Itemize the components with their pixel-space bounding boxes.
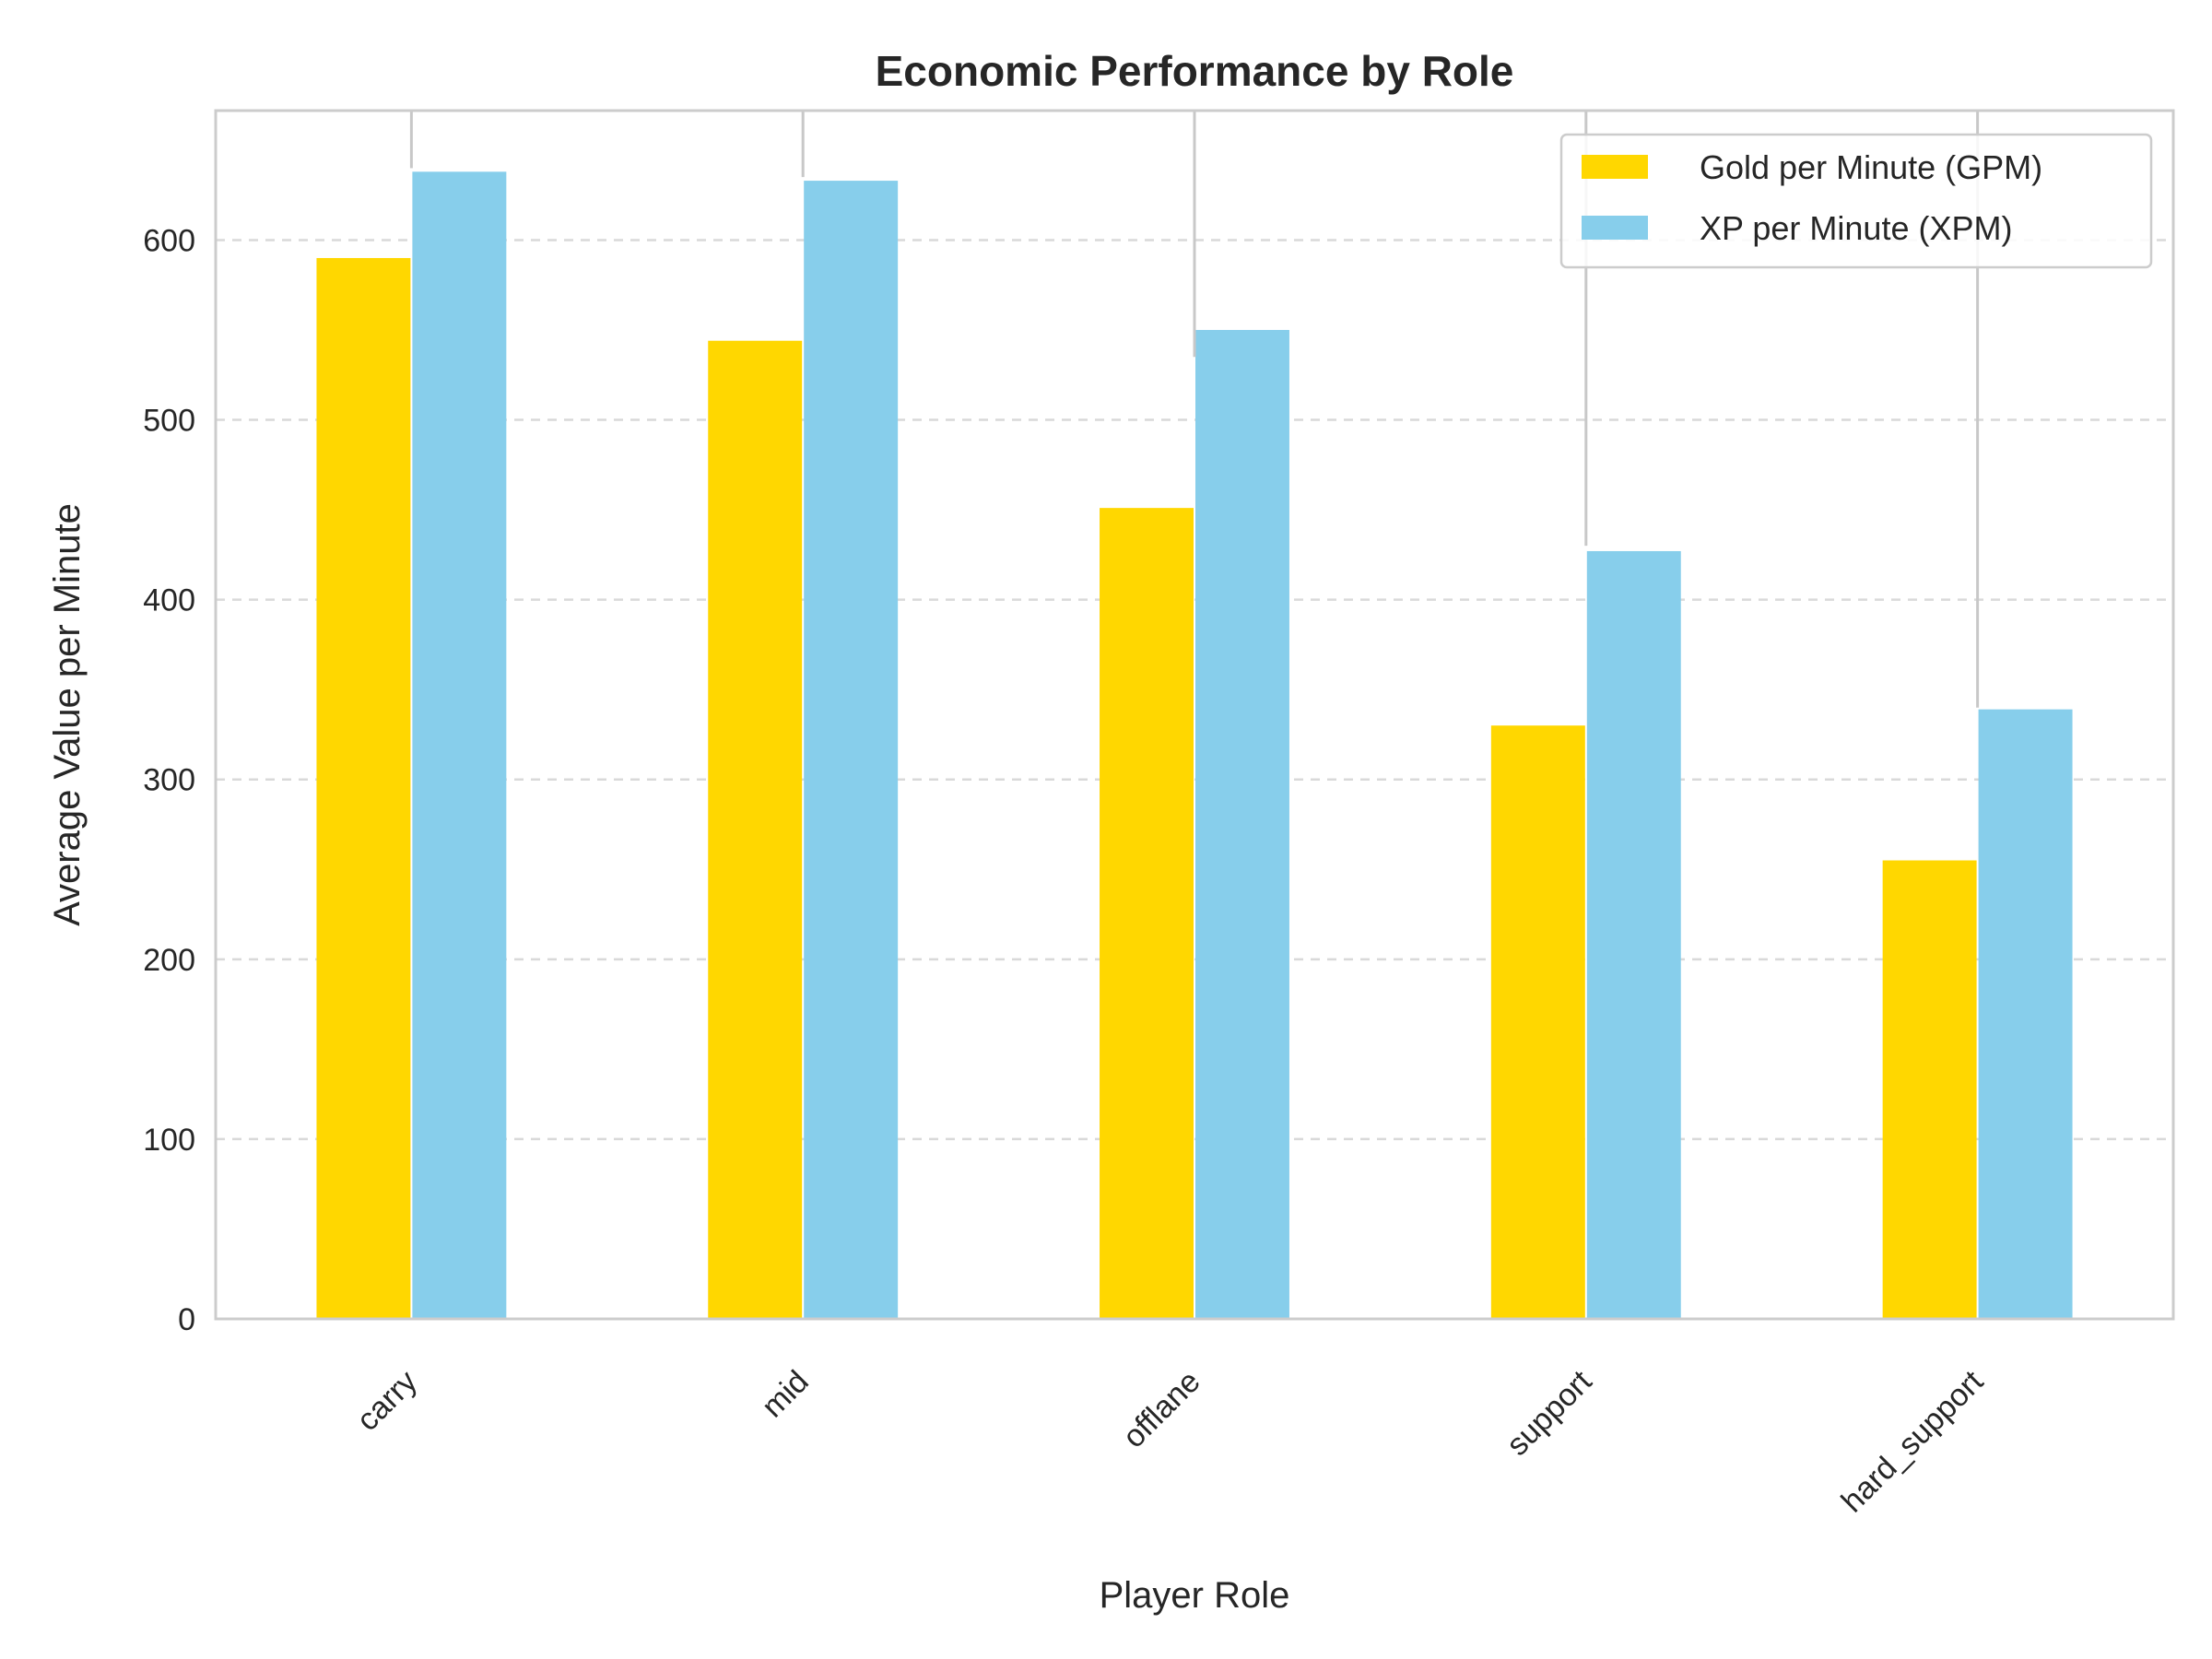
bar-xpm-hard_support bbox=[1978, 709, 2073, 1319]
y-tick-label: 100 bbox=[143, 1123, 195, 1158]
chart-title: Economic Performance by Role bbox=[876, 47, 1514, 95]
y-tick-label: 200 bbox=[143, 943, 195, 978]
x-tick-label-carry: carry bbox=[350, 1364, 424, 1438]
x-axis-title: Player Role bbox=[1100, 1575, 1290, 1616]
y-tick-label: 0 bbox=[178, 1302, 195, 1337]
legend-label-xpm: XP per Minute (XPM) bbox=[1700, 209, 2012, 247]
bars bbox=[316, 171, 2073, 1320]
plot-frame bbox=[214, 109, 2175, 1321]
y-axis-title: Average Value per Minute bbox=[47, 503, 88, 926]
bar-xpm-mid bbox=[804, 181, 899, 1319]
x-tick-label-offlane: offlane bbox=[1116, 1364, 1207, 1455]
bar-gpm-hard_support bbox=[1882, 860, 1977, 1319]
legend-swatch-gpm bbox=[1582, 155, 1648, 179]
bar-gpm-carry bbox=[316, 257, 411, 1320]
bar-gpm-offlane bbox=[1100, 508, 1194, 1319]
x-tick-label-support: support bbox=[1500, 1363, 1598, 1462]
bar-xpm-support bbox=[1586, 550, 1681, 1319]
y-tick-label: 300 bbox=[143, 763, 195, 798]
x-tick-label-hard_support: hard_support bbox=[1835, 1363, 1991, 1519]
y-tick-label: 500 bbox=[143, 404, 195, 439]
bar-xpm-carry bbox=[412, 171, 507, 1320]
x-tick-labels: carry mid offlane support hard_support bbox=[350, 1363, 1991, 1519]
y-tick-labels: 0 100 200 300 400 500 600 bbox=[143, 223, 195, 1337]
legend-swatch-xpm bbox=[1582, 216, 1648, 240]
legend: Gold per Minute (GPM) XP per Minute (XPM) bbox=[1559, 133, 2153, 269]
y-tick-label: 400 bbox=[143, 583, 195, 618]
y-tick-label: 600 bbox=[143, 223, 195, 258]
bar-gpm-support bbox=[1490, 725, 1585, 1319]
bar-gpm-mid bbox=[708, 340, 803, 1319]
legend-box bbox=[1559, 133, 2153, 269]
bar-xpm-offlane bbox=[1195, 330, 1289, 1320]
grid-lines bbox=[216, 239, 2173, 1141]
x-tick-label-mid: mid bbox=[755, 1364, 816, 1425]
legend-label-gpm: Gold per Minute (GPM) bbox=[1700, 148, 2042, 186]
